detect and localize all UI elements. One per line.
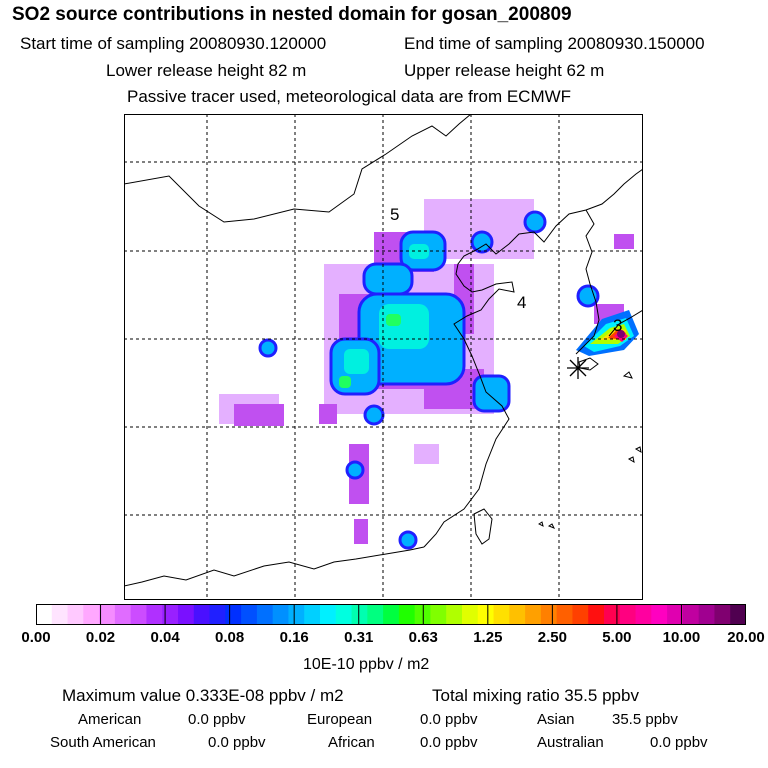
colorbar-tick-label: 0.02 <box>85 629 116 646</box>
colorbar-cell <box>619 604 637 625</box>
colorbar-cell <box>225 604 242 625</box>
colorbar-cell <box>162 604 179 625</box>
colorbar-tick-label: 10.00 <box>662 629 701 646</box>
colorbar-tick-label: 0.08 <box>215 629 245 646</box>
colorbar-cell <box>51 604 69 625</box>
region-australian-value: 0.0 ppbv <box>650 734 708 751</box>
colorbar-cell <box>462 604 479 625</box>
colorbar-cell <box>83 604 100 625</box>
colorbar-cell <box>682 604 700 625</box>
region-american-value: 0.0 ppbv <box>188 711 246 728</box>
colorbar-cell <box>256 604 274 625</box>
colorbar-cell <box>367 604 384 625</box>
region-australian-name: Australian <box>537 734 604 751</box>
colorbar-cell <box>556 604 574 625</box>
tracer-note: Passive tracer used, meteorological data… <box>127 87 572 106</box>
region-american-name: American <box>78 711 142 728</box>
map-label-4: 4 <box>517 293 526 312</box>
region-european-value: 0.0 ppbv <box>420 711 478 728</box>
maximum-value: Maximum value 0.333E-08 ppbv / m2 <box>62 686 344 705</box>
colorbar-unit: 10E-10 ppbv / m2 <box>303 656 430 673</box>
colorbar-tick-label: 2.50 <box>537 629 567 646</box>
colorbar-tick-label: 0.16 <box>279 629 309 646</box>
colorbar-cell <box>383 604 400 625</box>
colorbar-cell <box>509 604 526 625</box>
colorbar <box>36 604 746 625</box>
colorbar-cell <box>667 604 684 625</box>
colorbar-cell <box>477 604 495 625</box>
colorbar-cell <box>604 604 621 625</box>
colorbar-tick-label: 0.00 <box>21 629 51 646</box>
colorbar-cell <box>288 604 305 625</box>
colorbar-cell <box>67 604 84 625</box>
map-label-5: 5 <box>390 205 399 224</box>
total-mixing-ratio: Total mixing ratio 35.5 ppbv <box>432 686 639 705</box>
colorbar-cell <box>430 604 447 625</box>
colorbar-cell <box>193 604 211 625</box>
region-asian-name: Asian <box>537 711 575 728</box>
colorbar-cell <box>304 604 321 625</box>
colorbar-cell <box>446 604 463 625</box>
colorbar-cell <box>241 604 258 625</box>
map-frame <box>124 114 643 600</box>
colorbar-cell <box>272 604 290 625</box>
colorbar-cell <box>99 604 116 625</box>
colorbar-cell <box>635 604 652 625</box>
colorbar-cell <box>651 604 668 625</box>
map-label-3: 3 <box>613 316 622 335</box>
colorbar-cell <box>320 604 337 625</box>
colorbar-cell <box>714 604 731 625</box>
colorbar-cell <box>130 604 148 625</box>
colorbar-cell <box>398 604 416 625</box>
colorbar-cell <box>335 604 353 625</box>
contribution-map: 5 4 3 <box>124 114 643 600</box>
end-time: End time of sampling 20080930.150000 <box>404 34 705 53</box>
receptor-marker-icon <box>567 357 589 379</box>
colorbar-tick-label: 5.00 <box>602 629 632 646</box>
region-asian-value: 35.5 ppbv <box>612 711 678 728</box>
colorbar-cell <box>698 604 716 625</box>
colorbar-cell <box>493 604 510 625</box>
colorbar-tick-label: 0.63 <box>408 629 438 646</box>
colorbar-cell <box>146 604 163 625</box>
colorbar-cell <box>540 604 558 625</box>
map-title: SO2 source contributions in nested domai… <box>12 4 572 25</box>
colorbar-cell <box>572 604 589 625</box>
colorbar-cell <box>178 604 195 625</box>
lat-lon-grid <box>124 114 643 600</box>
colorbar-cell <box>525 604 542 625</box>
lower-release-height: Lower release height 82 m <box>106 61 307 80</box>
region-african-name: African <box>328 734 375 751</box>
start-time: Start time of sampling 20080930.120000 <box>20 34 327 53</box>
region-european-name: European <box>307 711 373 728</box>
colorbar-cell <box>36 604 53 625</box>
colorbar-cell <box>730 604 746 625</box>
colorbar-cell <box>351 604 368 625</box>
region-south-american-name: South American <box>50 734 156 751</box>
plume-green <box>339 314 401 388</box>
colorbar-cell <box>114 604 132 625</box>
colorbar-tick-label: 1.25 <box>473 629 503 646</box>
region-south-american-value: 0.0 ppbv <box>208 734 266 751</box>
upper-release-height: Upper release height 62 m <box>404 61 605 80</box>
colorbar-tick-label: 0.04 <box>150 629 180 646</box>
colorbar-cell <box>209 604 226 625</box>
colorbar-tick-label: 0.31 <box>344 629 374 646</box>
region-african-value: 0.0 ppbv <box>420 734 478 751</box>
colorbar-cell <box>588 604 605 625</box>
colorbar-tick-label: 20.00 <box>727 629 765 646</box>
